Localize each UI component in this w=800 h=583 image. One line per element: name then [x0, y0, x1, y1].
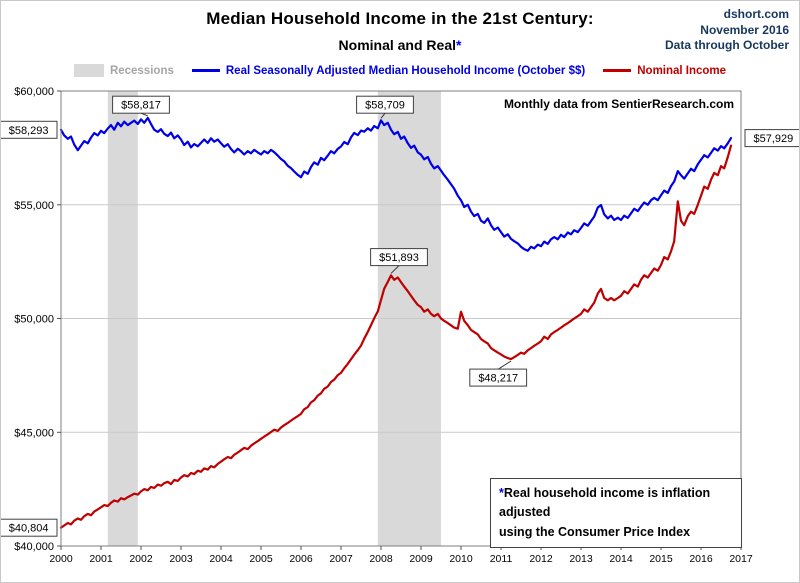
- x-tick-label: 2001: [89, 553, 113, 565]
- source-attribution: dshort.com November 2016 Data through Oc…: [665, 7, 789, 54]
- annotation-box: [370, 248, 428, 267]
- annotation-label: $40,804: [9, 523, 49, 535]
- recession-swatch-icon: [73, 64, 104, 77]
- footnote-asterisk: *: [499, 486, 504, 500]
- legend-item-recessions: Recessions: [73, 64, 174, 77]
- annotation-label: $48,217: [478, 373, 518, 385]
- x-tick-label: 2014: [609, 553, 633, 565]
- annotation-box: [744, 129, 799, 148]
- chart-legend: Recessions Real Seasonally Adjusted Medi…: [1, 64, 799, 77]
- subtitle-text: Nominal and Real: [338, 37, 456, 53]
- legend-label-recessions: Recessions: [109, 64, 174, 77]
- annotation-label: $58,817: [121, 100, 161, 112]
- y-tick-label: $55,000: [14, 200, 54, 212]
- x-tick-label: 2009: [409, 553, 433, 565]
- annotation-label: $51,893: [379, 252, 419, 264]
- legend-label-real-income: Real Seasonally Adjusted Median Househol…: [225, 64, 586, 77]
- x-tick-label: 2008: [369, 553, 393, 565]
- real-income-line: [59, 116, 733, 252]
- x-tick-label: 2003: [169, 553, 193, 565]
- x-tick-label: 2004: [209, 553, 233, 565]
- nominal-line-swatch-icon: [603, 69, 632, 72]
- legend-item-nominal-income: Nominal Income: [603, 65, 726, 77]
- x-tick-label: 2006: [289, 553, 313, 565]
- annotation-box: [1, 120, 58, 139]
- y-tick-label: $45,000: [14, 427, 54, 439]
- chart-subtitle: Nominal and Real*: [1, 37, 799, 53]
- x-tick-label: 2015: [649, 553, 673, 565]
- footnote-line1: Real household income is inflation adjus…: [499, 486, 711, 520]
- data-source-note: Monthly data from SentierResearch.com: [503, 97, 734, 111]
- x-tick-label: 2000: [49, 553, 73, 565]
- source-date: November 2016: [700, 22, 789, 37]
- annotation-leader: [380, 112, 386, 119]
- x-tick-label: 2017: [729, 553, 753, 565]
- y-tick-label: $50,000: [14, 314, 54, 326]
- x-tick-label: 2016: [689, 553, 713, 565]
- x-tick-label: 2007: [329, 553, 353, 565]
- x-tick-label: 2011: [490, 553, 513, 565]
- annotation-box: [356, 95, 414, 114]
- real-line-swatch-icon: [191, 69, 220, 72]
- footnote-line2: using the Consumer Price Index: [499, 524, 691, 539]
- footnote-box: *Real household income is inflation adju…: [490, 478, 742, 549]
- y-tick-label: $40,000: [14, 541, 54, 553]
- source-site: dshort.com: [723, 7, 789, 21]
- nominal-income-line: [59, 144, 733, 529]
- annotation-leader: [497, 360, 512, 370]
- legend-item-real-income: Real Seasonally Adjusted Median Househol…: [191, 64, 586, 77]
- annotation-box: [469, 368, 528, 387]
- x-tick-label: 2012: [529, 553, 553, 565]
- subtitle-asterisk: *: [456, 37, 462, 53]
- annotation-label: $57,929: [754, 133, 794, 145]
- x-tick-label: 2002: [129, 553, 153, 565]
- x-tick-label: 2005: [249, 553, 273, 565]
- y-tick-label: $60,000: [14, 86, 54, 98]
- annotation-leader: [390, 265, 400, 274]
- annotation-label: $58,709: [365, 100, 405, 112]
- x-tick-label: 2013: [569, 553, 593, 565]
- x-tick-label: 2010: [449, 553, 473, 565]
- annotation-box: [1, 518, 58, 537]
- annotation-box: [112, 95, 170, 114]
- annotation-label: $58,293: [9, 125, 49, 137]
- source-coverage: Data through October: [664, 38, 789, 53]
- legend-label-nominal-income: Nominal Income: [637, 64, 727, 77]
- page-title: Median Household Income in the 21st Cent…: [206, 9, 594, 28]
